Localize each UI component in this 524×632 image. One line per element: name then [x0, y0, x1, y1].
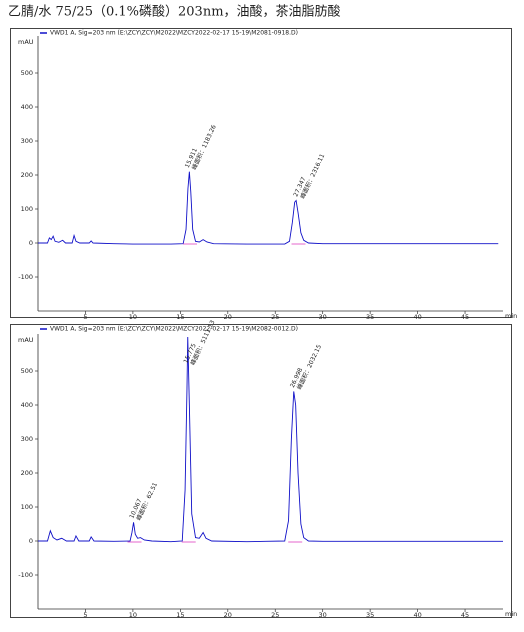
y-tick-label: 300 — [21, 435, 33, 443]
y-tick-label: 500 — [21, 69, 33, 77]
chromatogram-line — [38, 171, 499, 245]
x-tick-label: 10 — [129, 611, 137, 619]
panel-frame — [10, 28, 512, 318]
peak-area: 峰面积：1183.26 — [190, 123, 218, 171]
y-tick-label: 0 — [29, 537, 33, 545]
y-tick-label: 400 — [21, 103, 33, 111]
x-tick-label: 40 — [413, 313, 421, 321]
y-tick-label: -100 — [18, 571, 33, 579]
y-tick-label: 300 — [21, 137, 33, 145]
x-tick-label: 45 — [461, 611, 469, 619]
x-tick-label: 10 — [129, 313, 137, 321]
x-tick-label: 5 — [83, 611, 87, 619]
x-tick-label: 5 — [83, 313, 87, 321]
x-tick-label: 20 — [224, 611, 232, 619]
y-tick-label: -100 — [18, 273, 33, 281]
legend-label: VWD1 A, Sig=203 nm (E:\ZCY\ZCY\M2022\MZC… — [50, 326, 298, 333]
x-tick-label: 30 — [319, 313, 327, 321]
panel-frame — [10, 324, 512, 618]
page-title: 乙腈/水 75/25（0.1%磷酸）203nm，油酸，茶油脂肪酸 — [8, 4, 341, 20]
y-tick-label: 200 — [21, 171, 33, 179]
x-tick-label: 20 — [224, 313, 232, 321]
y-tick-label: 200 — [21, 469, 33, 477]
x-tick-label: 40 — [413, 611, 421, 619]
x-tick-label: 15 — [176, 611, 184, 619]
x-tick-label: 15 — [176, 313, 184, 321]
y-tick-label: 500 — [21, 367, 33, 375]
legend-label: VWD1 A, Sig=203 nm (E:\ZCY\ZCY\M2022\MZC… — [50, 30, 298, 37]
y-axis-label: mAU — [18, 336, 34, 344]
x-axis-label: min — [505, 610, 517, 618]
chromatogram-line — [38, 336, 503, 543]
y-tick-label: 100 — [21, 503, 33, 511]
y-tick-label: 400 — [21, 401, 33, 409]
y-tick-label: 100 — [21, 205, 33, 213]
x-axis-label: min — [505, 312, 517, 320]
x-tick-label: 25 — [271, 313, 279, 321]
x-tick-label: 35 — [366, 313, 374, 321]
x-tick-label: 35 — [366, 611, 374, 619]
x-tick-label: 25 — [271, 611, 279, 619]
y-tick-label: 0 — [29, 239, 33, 247]
x-tick-label: 30 — [319, 611, 327, 619]
x-tick-label: 45 — [461, 313, 469, 321]
y-axis-label: mAU — [18, 38, 34, 46]
peak-area: 峰面积：2316.11 — [298, 152, 326, 200]
peak-area: 峰面积：2032.15 — [295, 343, 323, 391]
